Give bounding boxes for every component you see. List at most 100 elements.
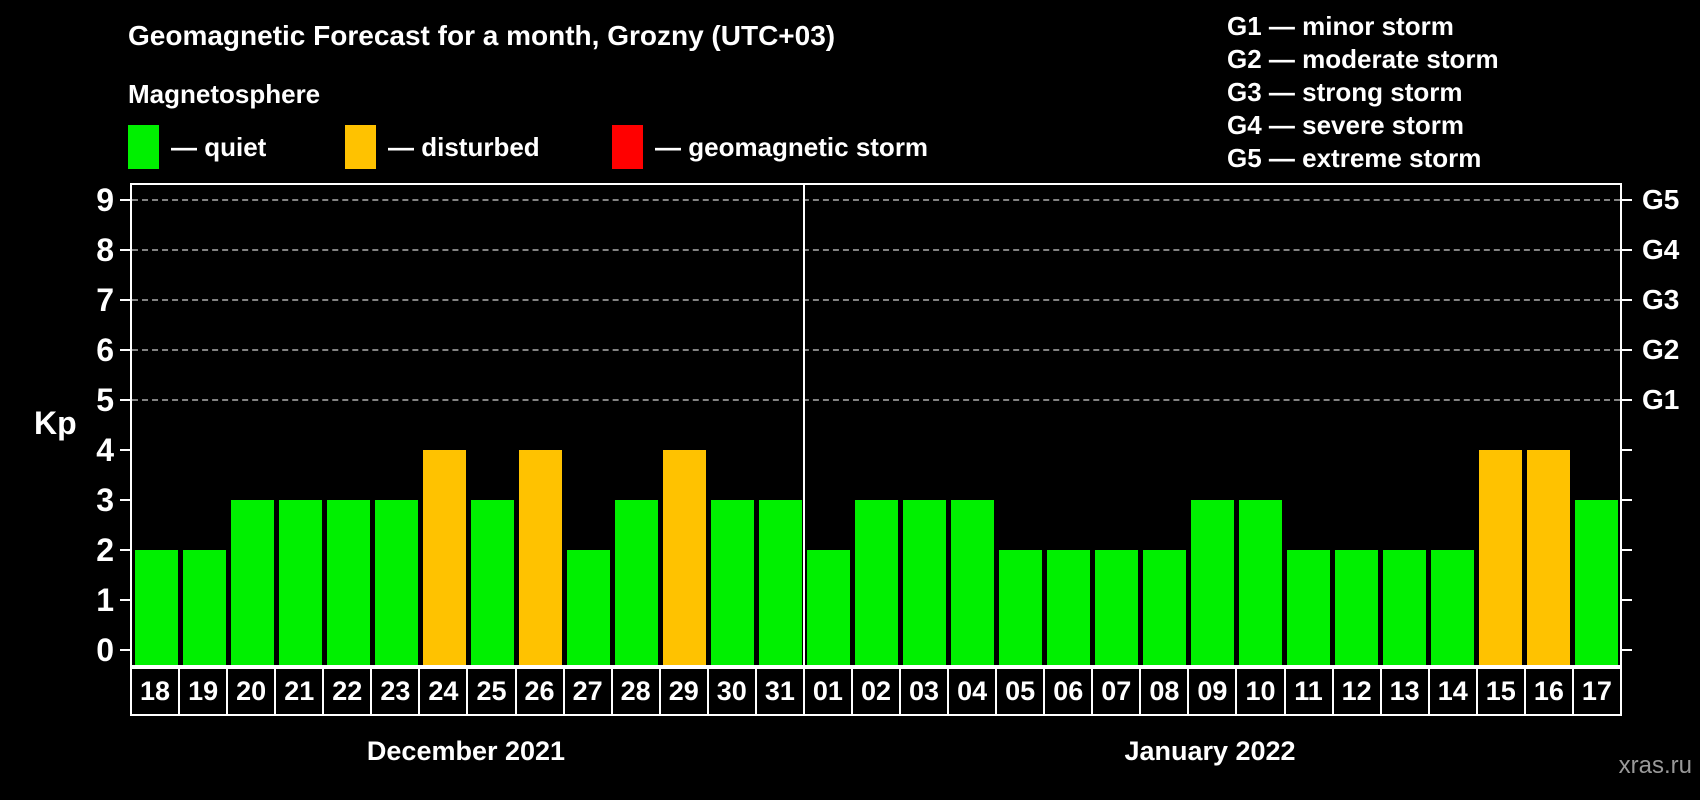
g-scale-label-g4: G4 — [1642, 234, 1680, 265]
kp-bar-day-09 — [1190, 500, 1234, 665]
y-axis-title: Kp — [34, 405, 77, 441]
y-axis-label-5: 5 — [96, 382, 114, 418]
kp-bar-day-12 — [1334, 550, 1378, 665]
kp-bar-day-26 — [518, 450, 562, 665]
right-axis-tick-2 — [1622, 549, 1632, 551]
kp-bar-day-18 — [134, 550, 178, 665]
g5-legend-line: G5 — extreme storm — [1227, 143, 1482, 173]
y-axis-label-1: 1 — [96, 582, 114, 618]
kp-bar-day-08 — [1142, 550, 1186, 665]
kp-bar-day-06 — [1046, 550, 1090, 665]
kp-bar-day-21 — [278, 500, 322, 665]
g2-legend-line: G2 — moderate storm — [1227, 44, 1499, 74]
g-scale-label-g3: G3 — [1642, 284, 1680, 315]
kp-bar-day-28 — [614, 500, 658, 665]
month-label-december: December 2021 — [366, 736, 566, 766]
kp-bar-day-30 — [710, 500, 754, 665]
kp-bar-day-17 — [1574, 500, 1618, 665]
left-axis-tick-2 — [120, 549, 130, 551]
left-axis-tick-5 — [120, 399, 130, 401]
kp-bar-day-15 — [1478, 450, 1522, 665]
y-axis-label-6: 6 — [96, 332, 114, 368]
day-label-23: 23 — [370, 667, 421, 716]
day-label-09: 09 — [1187, 667, 1238, 716]
kp-bar-day-16 — [1526, 450, 1570, 665]
kp-bar-day-11 — [1286, 550, 1330, 665]
kp-bar-day-02 — [854, 500, 898, 665]
gridline-kp8 — [132, 249, 1620, 251]
day-label-10: 10 — [1235, 667, 1286, 716]
month-label-january: January 2022 — [1124, 736, 1296, 766]
gridline-kp9 — [132, 199, 1620, 201]
left-axis-tick-0 — [120, 649, 130, 651]
y-axis-label-3: 3 — [96, 482, 114, 518]
day-label-25: 25 — [466, 667, 517, 716]
kp-bar-day-22 — [326, 500, 370, 665]
day-label-03: 03 — [899, 667, 950, 716]
month-separator-line — [803, 185, 805, 665]
kp-bar-day-03 — [902, 500, 946, 665]
right-axis-tick-0 — [1622, 649, 1632, 651]
g3-legend-line: G3 — strong storm — [1227, 77, 1463, 107]
g1-legend-line: G1 — minor storm — [1227, 11, 1454, 41]
day-label-30: 30 — [706, 667, 757, 716]
day-label-06: 06 — [1043, 667, 1094, 716]
day-label-18: 18 — [130, 667, 181, 716]
kp-bar-day-13 — [1382, 550, 1426, 665]
watermark: xras.ru — [1618, 752, 1692, 779]
day-label-08: 08 — [1139, 667, 1190, 716]
kp-bar-day-29 — [662, 450, 706, 665]
day-label-05: 05 — [995, 667, 1046, 716]
legend-item-disturbed: — disturbed — [345, 124, 540, 170]
day-label-15: 15 — [1475, 667, 1526, 716]
y-axis-label-9: 9 — [96, 182, 114, 218]
left-axis-tick-8 — [120, 249, 130, 251]
right-axis-tick-4 — [1622, 449, 1632, 451]
magnetosphere-label: Magnetosphere — [128, 79, 321, 109]
legend-item-quiet: — quiet — [128, 124, 266, 170]
day-label-17: 17 — [1571, 667, 1622, 716]
kp-bar-day-27 — [566, 550, 610, 665]
y-axis-label-8: 8 — [96, 232, 114, 268]
legend-label-storm: — geomagnetic storm — [655, 131, 929, 162]
kp-bar-day-10 — [1238, 500, 1282, 665]
right-axis-tick-3 — [1622, 499, 1632, 501]
left-axis-tick-6 — [120, 349, 130, 351]
kp-bar-day-31 — [758, 500, 802, 665]
right-axis-tick-6 — [1622, 349, 1632, 351]
day-label-07: 07 — [1091, 667, 1142, 716]
day-axis-row: 18 19 20 21 22 23 24 25 26 27 28 29 30 31 01 02 03 04 05 06… — [130, 667, 1622, 716]
y-axis-label-2: 2 — [96, 532, 114, 568]
chart-title: Geomagnetic Forecast for a month, Grozny… — [128, 20, 836, 51]
day-label-19: 19 — [178, 667, 229, 716]
kp-bar-day-07 — [1094, 550, 1138, 665]
plot-area — [130, 183, 1622, 667]
kp-bar-day-05 — [998, 550, 1042, 665]
right-axis-tick-7 — [1622, 299, 1632, 301]
day-label-27: 27 — [562, 667, 613, 716]
day-label-29: 29 — [658, 667, 709, 716]
legend-item-storm: — geomagnetic storm — [612, 124, 928, 170]
gridline-kp6 — [132, 349, 1620, 351]
g-scale-label-g1: G1 — [1642, 384, 1680, 415]
day-label-11: 11 — [1283, 667, 1334, 716]
right-axis-tick-1 — [1622, 599, 1632, 601]
day-label-31: 31 — [754, 667, 805, 716]
right-axis-tick-9 — [1622, 199, 1632, 201]
kp-bar-day-19 — [182, 550, 226, 665]
kp-bar-day-01 — [806, 550, 850, 665]
left-axis-tick-1 — [120, 599, 130, 601]
day-label-12: 12 — [1331, 667, 1382, 716]
day-label-16: 16 — [1523, 667, 1574, 716]
left-axis-tick-9 — [120, 199, 130, 201]
g-scale-label-g2: G2 — [1642, 334, 1680, 365]
right-axis-tick-5 — [1622, 399, 1632, 401]
legend-label-disturbed: — disturbed — [388, 131, 540, 162]
day-label-21: 21 — [274, 667, 325, 716]
gridline-kp5 — [132, 399, 1620, 401]
kp-bar-day-14 — [1430, 550, 1474, 665]
g4-legend-line: G4 — severe storm — [1227, 110, 1465, 140]
day-label-01: 01 — [802, 667, 853, 716]
kp-bar-day-24 — [422, 450, 466, 665]
